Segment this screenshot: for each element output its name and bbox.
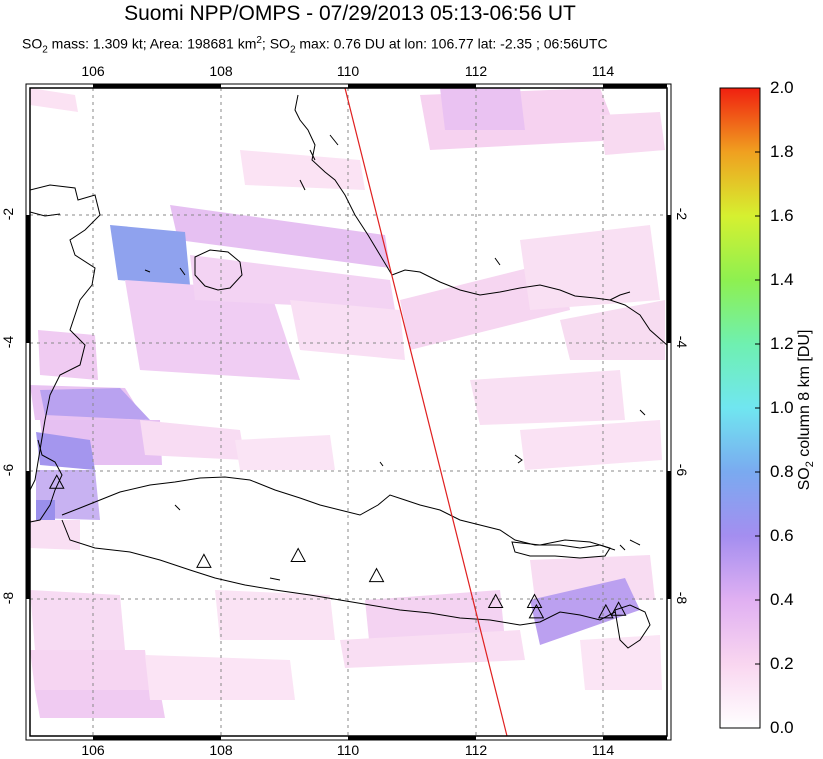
lon-tick-top: 110: [336, 63, 360, 79]
volcano-triangle-icon: [598, 603, 614, 619]
volcano-triangle-icon: [368, 567, 385, 583]
lat-tick-left: -2: [0, 207, 17, 221]
lon-tick-top: 112: [464, 63, 488, 79]
lat-tick-right: -6: [674, 463, 691, 477]
colorbar-tick-label: 0.0: [770, 718, 794, 737]
lon-tick-top: 106: [81, 63, 105, 79]
lat-tick-left: -8: [0, 591, 17, 605]
lon-tick-bottom: 108: [209, 742, 233, 758]
colorbar-label: SO2 column 8 km [DU]: [795, 329, 817, 491]
lon-tick-bottom: 110: [336, 742, 360, 758]
colorbar-tick-label: 2.0: [770, 78, 794, 97]
lat-tick-left: -6: [0, 463, 17, 477]
lat-tick-right: -2: [674, 207, 691, 221]
lon-tick-bottom: 106: [81, 742, 105, 758]
orbit-track-line: [344, 88, 508, 736]
frame-scale-bars: [26, 84, 671, 740]
colorbar-tick-label: 0.2: [770, 654, 794, 673]
lon-tick-bottom: 112: [464, 742, 488, 758]
colorbar-tick-label: 1.2: [770, 334, 794, 353]
volcano-triangle-icon: [528, 603, 545, 619]
colorbar-tick-label: 1.0: [770, 398, 794, 417]
lat-tick-left: -4: [0, 335, 17, 349]
map-title: Suomi NPP/OMPS - 07/29/2013 05:13-06:56 …: [124, 2, 576, 25]
colorbar-tick-label: 0.8: [770, 462, 794, 481]
volcano-triangle-icon: [610, 601, 627, 616]
colorbar-tick-label: 1.6: [770, 206, 794, 225]
map-grid: [30, 88, 667, 736]
lon-tick-top: 114: [591, 63, 615, 79]
lat-tick-right: -4: [674, 335, 691, 349]
lat-tick-right: -8: [674, 591, 691, 605]
colorbar-tick-label: 0.6: [770, 526, 794, 545]
coastlines: [30, 94, 667, 649]
colorbar-tick-label: 1.8: [770, 142, 794, 161]
colorbar-tick-label: 1.4: [770, 270, 794, 289]
map-subtitle: SO2 mass: 1.309 kt; Area: 198681 km2; SO…: [22, 35, 608, 56]
volcano-markers: [48, 474, 627, 619]
volcano-triangle-icon: [48, 474, 65, 489]
volcano-triangle-icon: [290, 547, 307, 563]
colorbar: [719, 87, 761, 729]
lon-tick-top: 108: [209, 63, 233, 79]
volcano-triangle-icon: [487, 593, 504, 609]
colorbar-tick-label: 0.4: [770, 590, 794, 609]
colorbar-ticks: [755, 87, 760, 729]
lon-tick-bottom: 114: [591, 742, 615, 758]
so2-retrieval-patches: [30, 88, 665, 718]
volcano-triangle-icon: [196, 553, 212, 568]
